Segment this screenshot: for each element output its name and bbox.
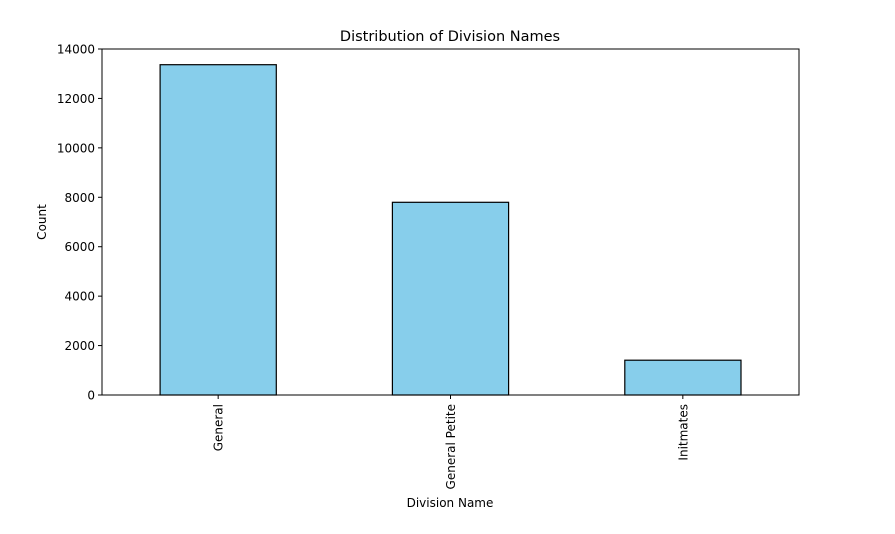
y-tick-label: 6000 (64, 240, 95, 254)
y-tick-label: 0 (87, 389, 95, 403)
x-axis-label: Division Name (407, 496, 494, 510)
plot-frame (101, 48, 800, 396)
bars-layer (159, 64, 742, 396)
x-axis: General General Petite Initmates (212, 395, 690, 489)
bar-initmates (624, 359, 742, 396)
y-tick-label: 8000 (64, 191, 95, 205)
y-axis-label: Count (35, 204, 49, 240)
y-tick-label: 4000 (64, 290, 95, 304)
bar-general-petite (391, 201, 510, 396)
y-tick-label: 10000 (57, 141, 95, 155)
y-tick-label: 2000 (64, 339, 95, 353)
y-tick-label: 14000 (57, 43, 95, 57)
y-tick-label: 12000 (57, 92, 95, 106)
x-tick-label: General Petite (444, 404, 458, 489)
y-axis: 0 2000 4000 6000 8000 10000 12000 14000 (57, 43, 102, 403)
x-tick-label: Initmates (676, 404, 690, 461)
bar-general (159, 64, 277, 396)
x-tick-label: General (212, 404, 226, 451)
chart-title: Distribution of Division Names (340, 29, 560, 45)
